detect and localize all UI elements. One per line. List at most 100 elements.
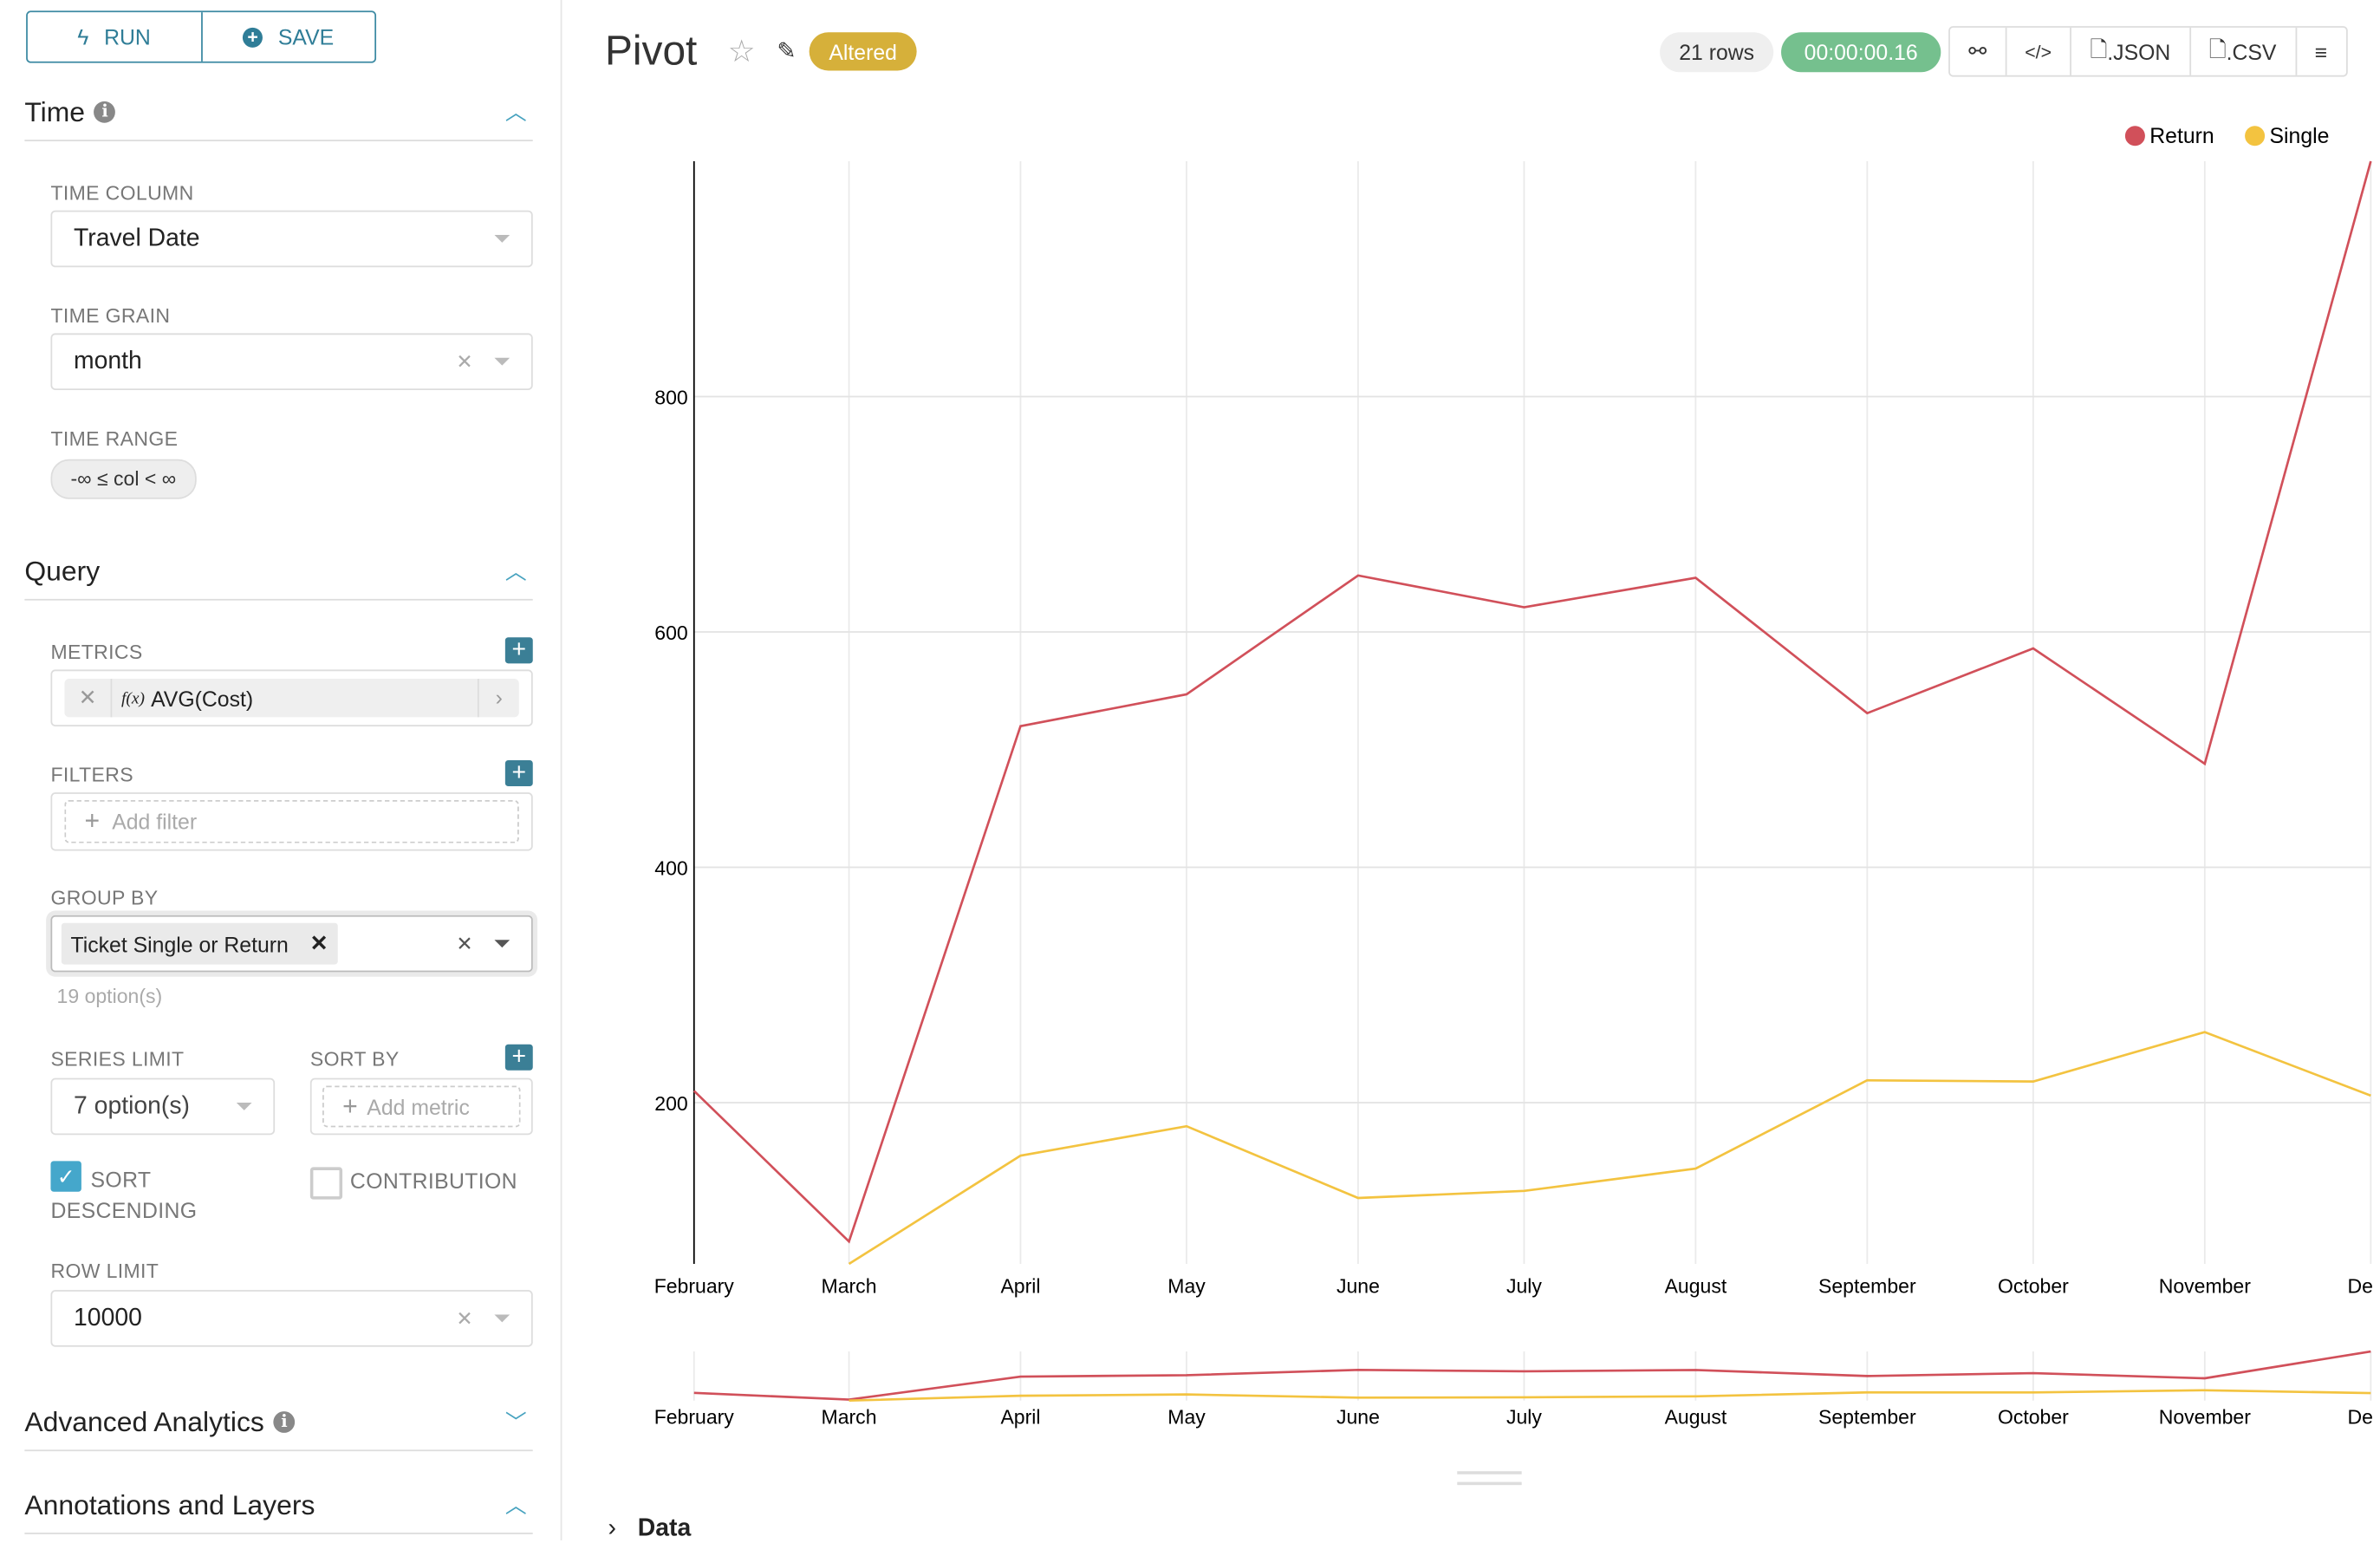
brush-x-tick-label: March [822, 1405, 877, 1428]
sort-descending-checkbox[interactable]: ✓ [50, 1161, 81, 1192]
run-save-button-group: ϟ RUN + SAVE [26, 10, 377, 63]
sort-descending-label: SORT DESCENDING [50, 1167, 198, 1223]
legend-item-return[interactable]: Return [2124, 123, 2214, 147]
remove-tag-icon[interactable]: ✕ [309, 930, 328, 955]
brush-x-tick-label: April [1000, 1405, 1040, 1428]
series-limit-select[interactable]: 7 option(s) [50, 1077, 276, 1136]
metric-tag[interactable]: ✕ f(x) AVG(Cost) › [64, 679, 519, 718]
series-limit-label: SERIES LIMIT [50, 1047, 185, 1071]
x-tick-label: May [1167, 1275, 1206, 1298]
x-tick-label: March [822, 1275, 877, 1298]
brush-x-tick-label: May [1167, 1405, 1206, 1428]
legend-swatch-single [2245, 125, 2266, 146]
add-sort-metric-button[interactable]: + Add metric [322, 1085, 521, 1128]
contribution-checkbox[interactable] [309, 1167, 343, 1200]
brush-x-tick-label: October [1998, 1405, 2069, 1428]
chevron-up-icon[interactable]: ︿ [504, 1492, 527, 1518]
add-metric-button[interactable]: + [504, 637, 533, 664]
chevron-down-icon[interactable]: ﹀ [504, 1410, 527, 1435]
run-button[interactable]: ϟ RUN [77, 24, 151, 49]
x-tick-label: September [1818, 1275, 1916, 1298]
row-count-badge: 21 rows [1660, 32, 1774, 73]
save-button[interactable]: + SAVE [200, 12, 374, 62]
add-filter-plus-button[interactable]: + [504, 759, 533, 787]
brush-x-tick-label: August [1665, 1405, 1727, 1428]
altered-badge[interactable]: Altered [809, 32, 917, 71]
legend-item-single[interactable]: Single [2245, 123, 2329, 147]
function-icon: f(x) [120, 688, 146, 707]
group-by-tag: Ticket Single or Return ✕ [61, 922, 338, 965]
y-tick-label: 200 [654, 1092, 687, 1115]
time-range-pill[interactable]: -∞ ≤ col < ∞ [50, 459, 197, 499]
x-tick-label: Dece [2347, 1275, 2372, 1298]
group-by-label: GROUP BY [50, 886, 159, 909]
y-tick-label: 800 [654, 386, 687, 408]
add-filter-button[interactable]: + Add filter [64, 800, 519, 843]
chevron-right-icon[interactable]: › [477, 679, 519, 718]
plus-circle-icon: + [243, 26, 263, 48]
brush-x-tick-label: July [1506, 1405, 1542, 1428]
section-advanced-analytics-header[interactable]: Advanced Analytics i ﹀ [24, 1395, 533, 1452]
chevron-right-icon: › [608, 1515, 616, 1542]
data-section-toggle[interactable]: › Data [608, 1515, 692, 1542]
chevron-up-icon[interactable]: ︿ [504, 558, 527, 584]
export-csv-button[interactable]: 🗋 .CSV [2188, 27, 2295, 75]
bolt-icon: ϟ [77, 24, 89, 49]
clear-icon[interactable]: ✕ [456, 1305, 473, 1330]
y-tick-label: 400 [654, 856, 687, 879]
brush-series-line-return [693, 1350, 2371, 1401]
chart-title[interactable]: Pivot [605, 27, 698, 75]
sort-by-label: SORT BY [309, 1047, 400, 1071]
brush-x-tick-label: Dece [2347, 1405, 2372, 1428]
series-line-single [848, 1031, 2371, 1266]
clear-icon[interactable]: ✕ [456, 349, 473, 373]
section-time-header[interactable]: Time i ︿ [24, 84, 533, 141]
brush-x-tick-label: June [1336, 1405, 1380, 1428]
file-code-icon: 🗋 [2090, 36, 2108, 61]
info-icon[interactable]: i [94, 101, 116, 123]
time-column-select[interactable]: Travel Date [50, 210, 533, 268]
row-limit-select[interactable]: 10000 ✕ [50, 1290, 533, 1347]
section-annotations-header[interactable]: Annotations and Layers ︿ [24, 1477, 533, 1534]
link-button[interactable]: ⚯ [1950, 28, 2005, 75]
legend-swatch-return [2124, 125, 2145, 146]
section-query-header[interactable]: Query ︿ [24, 544, 533, 601]
chart-legend: Return Single [2124, 123, 2329, 147]
more-menu-button[interactable]: ≡ [2294, 27, 2346, 75]
clear-icon[interactable]: ✕ [456, 931, 473, 955]
add-sort-button[interactable]: + [504, 1044, 533, 1071]
time-grain-select[interactable]: month ✕ [50, 333, 533, 390]
embed-code-button[interactable]: </> [2005, 27, 2070, 75]
caret-down-icon [236, 1103, 252, 1110]
group-by-options-count: 19 option(s) [56, 984, 163, 1008]
y-tick-label: 600 [654, 622, 687, 644]
row-limit-label: ROW LIMIT [50, 1259, 159, 1283]
caret-down-icon [494, 357, 510, 366]
brush-series-line-single [849, 1389, 2371, 1403]
info-icon[interactable]: i [273, 1411, 296, 1433]
chevron-up-icon[interactable]: ︿ [504, 100, 527, 125]
link-icon: ⚯ [1968, 38, 1987, 63]
remove-metric-icon[interactable]: ✕ [64, 679, 113, 718]
time-column-label: TIME COLUMN [50, 181, 194, 205]
group-by-select[interactable]: Ticket Single or Return ✕ ✕ [50, 915, 533, 973]
plus-icon: + [342, 1091, 358, 1121]
code-icon: </> [2025, 40, 2052, 62]
edit-icon[interactable]: ✎ [777, 38, 797, 65]
brush-x-tick-label: February [654, 1405, 735, 1428]
star-icon[interactable]: ☆ [727, 35, 756, 69]
x-tick-label: August [1665, 1275, 1727, 1298]
export-json-button[interactable]: 🗋 .JSON [2070, 27, 2188, 75]
x-tick-label: November [2159, 1275, 2252, 1298]
resize-handle[interactable] [1457, 1471, 1522, 1486]
x-tick-label: June [1336, 1275, 1380, 1298]
caret-down-icon [494, 235, 510, 243]
metrics-label: METRICS [50, 640, 143, 664]
x-tick-label: October [1998, 1275, 2069, 1298]
caret-down-icon [494, 1314, 510, 1323]
time-grain-label: TIME GRAIN [50, 303, 171, 328]
contribution-label: CONTRIBUTION [349, 1169, 517, 1194]
brush-x-tick-label: September [1818, 1405, 1916, 1428]
file-text-icon: 🗋 [2208, 36, 2227, 61]
